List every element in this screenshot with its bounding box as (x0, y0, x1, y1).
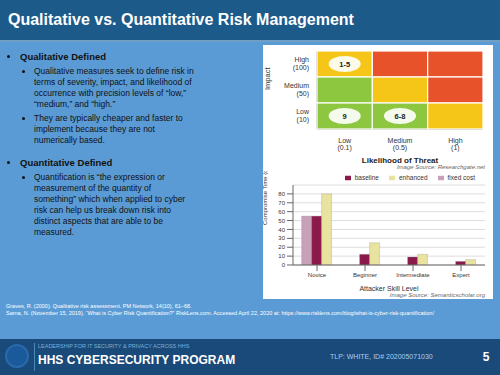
html-text:HHS CYBERSECURITY PROGRAM: HHS CYBERSECURITY PROGRAM (38, 353, 236, 367)
svg-text:Low(0.1): Low(0.1) (337, 137, 352, 153)
html-text:5: 5 (482, 350, 490, 364)
svg-text:0: 0 (282, 262, 286, 268)
svg-text:50: 50 (278, 218, 285, 224)
svg-text:6-8: 6-8 (395, 112, 406, 121)
html-text:fixed cost: fixed cost (447, 174, 475, 181)
svg-text:Impact: Impact (263, 67, 272, 90)
svg-text:Low(10): Low(10) (296, 108, 310, 124)
html-text:Qualitative measures seek to d: Qualitative measures seek to define risk… (34, 66, 194, 109)
svg-text:Compromise Time (days): Compromise Time (days) (263, 171, 268, 225)
svg-text:30: 30 (278, 235, 285, 241)
svg-text:Beginner: Beginner (353, 272, 377, 278)
html-text:Image Source: Researchgate.net: Image Source: Researchgate.net (396, 164, 485, 170)
svg-text:9: 9 (343, 112, 347, 121)
html-text:They are typically cheaper and: They are typically cheaper and faster to… (34, 113, 183, 145)
svg-text:Attacker Skill Level: Attacker Skill Level (359, 285, 419, 291)
html-text:enhanced: enhanced (399, 174, 428, 181)
svg-text:Medium(0.5): Medium(0.5) (388, 137, 413, 153)
html-text:Image Source: Semanticscholar.: Image Source: Semanticscholar.org (389, 292, 485, 298)
html-text:LEADERSHIP FOR IT SECURITY & P: LEADERSHIP FOR IT SECURITY & PRIVACY ACR… (38, 343, 190, 349)
svg-text:High(100): High(100) (293, 56, 309, 72)
svg-text:Novice: Novice (308, 272, 327, 278)
svg-text:20: 20 (278, 244, 285, 250)
svg-text:10: 10 (278, 253, 285, 259)
svg-text:Likelihood of Threat: Likelihood of Threat (362, 156, 439, 163)
svg-text:High(1): High(1) (448, 137, 463, 153)
svg-text:60: 60 (278, 209, 285, 215)
html-text:Graves, R. (2000). Qualitative: Graves, R. (2000). Qualitative risk asse… (6, 303, 192, 309)
svg-text:40: 40 (278, 227, 285, 233)
html-text:baseline: baseline (354, 174, 379, 181)
svg-text:70: 70 (278, 200, 285, 206)
html-text:TLP: WHITE, ID# 202005071030: TLP: WHITE, ID# 202005071030 (330, 353, 433, 360)
html-text:Sarna, N. (November 15, 2019).: Sarna, N. (November 15, 2019). “What is … (6, 310, 434, 316)
html-text:Quantitative Defined: Quantitative Defined (20, 157, 113, 168)
svg-text:80: 80 (278, 191, 285, 197)
svg-text:1-5: 1-5 (339, 60, 350, 69)
html-text:Qualitative vs. Quantitative R: Qualitative vs. Quantitative Risk Manage… (8, 11, 354, 28)
html-text:Qualitative Defined: Qualitative Defined (20, 51, 107, 62)
svg-text:Medium(50): Medium(50) (284, 82, 309, 98)
svg-text:Expert: Expert (452, 272, 470, 278)
svg-text:Intermediate: Intermediate (396, 272, 430, 278)
html-text:Quantification is “the express: Quantification is “the expression or mea… (34, 172, 186, 237)
